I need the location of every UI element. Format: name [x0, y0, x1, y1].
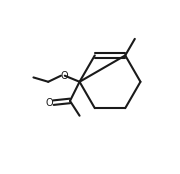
- Text: O: O: [61, 71, 69, 81]
- Text: O: O: [46, 98, 53, 108]
